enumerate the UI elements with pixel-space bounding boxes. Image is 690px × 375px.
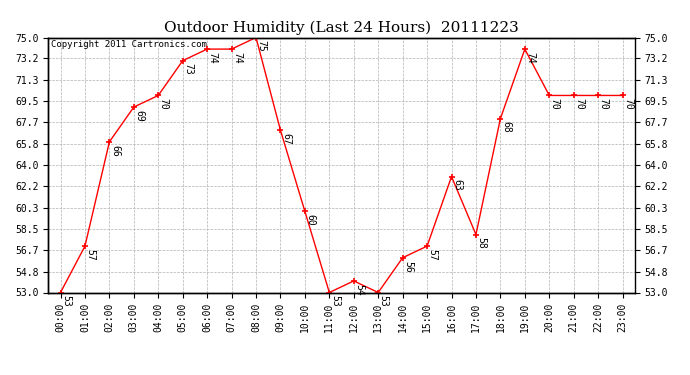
- Text: Copyright 2011 Cartronics.com: Copyright 2011 Cartronics.com: [51, 40, 207, 49]
- Text: 69: 69: [135, 110, 144, 122]
- Text: 56: 56: [403, 261, 413, 272]
- Text: 53: 53: [330, 295, 340, 307]
- Text: 70: 70: [599, 98, 609, 110]
- Text: 63: 63: [452, 179, 462, 191]
- Text: 67: 67: [281, 133, 291, 145]
- Text: 54: 54: [355, 284, 364, 296]
- Text: 58: 58: [477, 237, 486, 249]
- Text: 70: 70: [159, 98, 169, 110]
- Text: 60: 60: [306, 214, 315, 226]
- Text: 74: 74: [232, 52, 242, 64]
- Text: 53: 53: [61, 295, 71, 307]
- Text: 75: 75: [257, 40, 266, 52]
- Text: 70: 70: [623, 98, 633, 110]
- Text: 68: 68: [501, 122, 511, 133]
- Title: Outdoor Humidity (Last 24 Hours)  20111223: Outdoor Humidity (Last 24 Hours) 2011122…: [164, 21, 519, 35]
- Text: 73: 73: [184, 63, 193, 75]
- Text: 70: 70: [574, 98, 584, 110]
- Text: 74: 74: [208, 52, 218, 64]
- Text: 74: 74: [525, 52, 535, 64]
- Text: 66: 66: [110, 145, 120, 156]
- Text: 57: 57: [86, 249, 95, 261]
- Text: 70: 70: [550, 98, 560, 110]
- Text: 53: 53: [379, 295, 388, 307]
- Text: 57: 57: [428, 249, 437, 261]
